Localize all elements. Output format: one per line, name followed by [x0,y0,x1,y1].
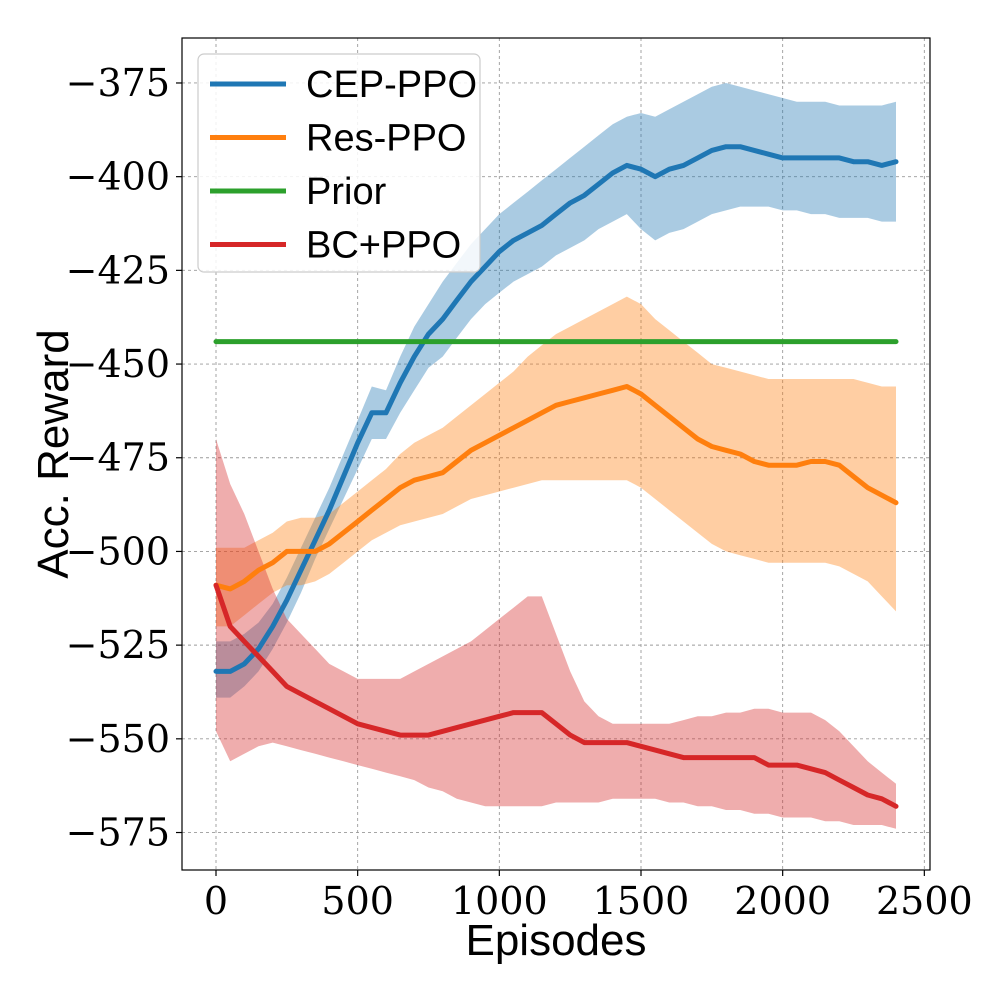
y-tick-label: −425 [66,248,170,292]
legend-label-res-ppo: Res-PPO [306,118,466,160]
y-tick-label: −525 [66,623,170,667]
res-ppo-band [216,296,896,627]
legend-label-bc-ppo: BC+PPO [306,225,461,267]
x-axis-label: Episodes [465,916,646,965]
y-tick-label: −550 [66,717,170,761]
legend-label-prior: Prior [306,171,387,213]
y-tick-label: −500 [66,529,170,573]
legend: CEP-PPO Res-PPO Prior BC+PPO [197,53,481,273]
y-tick-label: −575 [66,811,170,855]
legend-label-cep-ppo: CEP-PPO [306,64,477,106]
cep-ppo-band [216,83,896,698]
x-tick-label: 1500 [593,879,690,923]
bc-ppo-line [213,582,899,809]
grid [182,38,930,870]
series-lines [213,144,899,809]
x-tick-label: 1000 [451,879,548,923]
y-axis-label: Acc. Reward [29,329,78,578]
y-axis-ticks: −375 −400 −425 −450 −475 −500 −525 −550 −575 [66,61,182,855]
y-tick-label: −375 [66,61,170,105]
y-tick-label: −400 [66,155,170,199]
x-axis-ticks: 0 500 1000 1500 2000 2500 [204,870,973,923]
y-tick-label: −475 [66,436,170,480]
x-tick-label: 2500 [876,879,973,923]
x-tick-label: 2000 [734,879,831,923]
plot-frame [181,37,931,871]
x-tick-label: 500 [321,879,394,923]
y-tick-label: −450 [66,342,170,386]
x-tick-label: 0 [204,879,228,923]
legend-box [197,53,481,273]
cep-ppo-line [213,144,899,674]
res-ppo-line [213,384,899,592]
